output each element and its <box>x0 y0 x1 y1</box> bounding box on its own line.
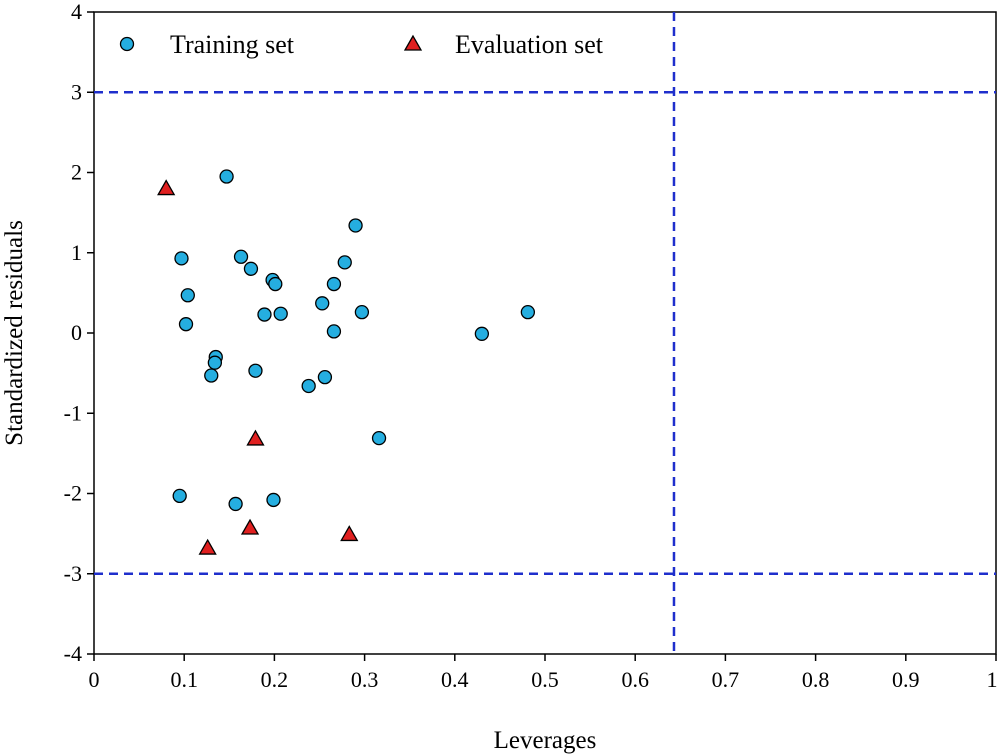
training-set-point <box>317 369 333 385</box>
training-set-point <box>268 276 283 292</box>
y-tick-label: -1 <box>64 400 82 425</box>
training-set-point <box>228 496 243 512</box>
x-tick-label: 0.5 <box>531 667 559 692</box>
x-tick-label: 0.1 <box>170 667 198 692</box>
training-set-point <box>243 261 259 276</box>
training-set-point <box>219 169 234 184</box>
evaluation-set-point <box>246 429 265 446</box>
x-tick-label: 0.9 <box>892 667 920 692</box>
x-tick-label: 0.8 <box>802 667 830 692</box>
legend-marker-training-set <box>119 36 135 52</box>
plot-area <box>93 11 997 655</box>
training-set-point <box>315 296 330 311</box>
legend-marker-evaluation-set <box>403 34 423 51</box>
y-tick-label: 1 <box>71 240 82 265</box>
x-tick-label: 0 <box>89 667 100 692</box>
training-set-point <box>354 304 370 320</box>
training-set-point <box>371 430 387 446</box>
evaluation-set-point <box>198 538 217 555</box>
evaluation-set-point <box>157 179 176 196</box>
y-tick-label: 2 <box>71 160 82 185</box>
data-points <box>157 169 536 555</box>
x-tick-label: 0.4 <box>441 667 469 692</box>
training-set-point <box>178 317 194 332</box>
reference-lines <box>94 12 996 654</box>
x-axis-title: Leverages <box>494 727 597 754</box>
training-set-point <box>233 249 249 264</box>
legend-label-training-set: Training set <box>170 30 295 59</box>
training-set-point <box>474 326 490 341</box>
training-set-point <box>266 492 281 508</box>
training-set-point <box>204 368 219 383</box>
training-set-point <box>180 288 195 303</box>
evaluation-set-point <box>240 518 260 535</box>
training-set-point <box>172 488 187 504</box>
y-tick-label: 3 <box>71 79 82 104</box>
x-tick-label: 0.7 <box>712 667 740 692</box>
training-set-point <box>273 306 288 321</box>
x-tick-label: 0.2 <box>261 667 289 692</box>
x-axis: 0 0.1 0.2 0.3 0.4 0.5 0.6 0.7 0.8 0.9 1 <box>89 654 998 692</box>
y-tick-label: -3 <box>64 561 82 586</box>
training-set-point <box>301 378 316 394</box>
y-axis: 4 3 2 1 0 -1 -2 -3 -4 <box>64 0 94 666</box>
y-tick-label: 4 <box>71 0 82 24</box>
training-set-point <box>326 276 342 292</box>
training-set-point <box>348 218 363 233</box>
training-set-point <box>337 255 352 270</box>
legend: Training set Evaluation set <box>119 30 604 59</box>
x-tick-label: 0.3 <box>351 667 379 692</box>
y-tick-label: -4 <box>64 641 82 666</box>
training-set-point <box>520 304 536 320</box>
training-set-point <box>257 307 272 322</box>
training-set-point <box>174 251 189 266</box>
x-tick-label: 1 <box>987 667 998 692</box>
evaluation-set-point <box>340 525 359 542</box>
x-tick-label: 0.6 <box>621 667 649 692</box>
training-set-point <box>207 355 223 370</box>
y-tick-label: 0 <box>71 320 82 345</box>
training-set-point <box>326 324 342 339</box>
y-tick-label: -2 <box>64 481 82 506</box>
y-axis-title: Standardized residuals <box>1 220 28 446</box>
training-set-point <box>248 363 263 378</box>
legend-label-evaluation-set: Evaluation set <box>455 30 604 59</box>
